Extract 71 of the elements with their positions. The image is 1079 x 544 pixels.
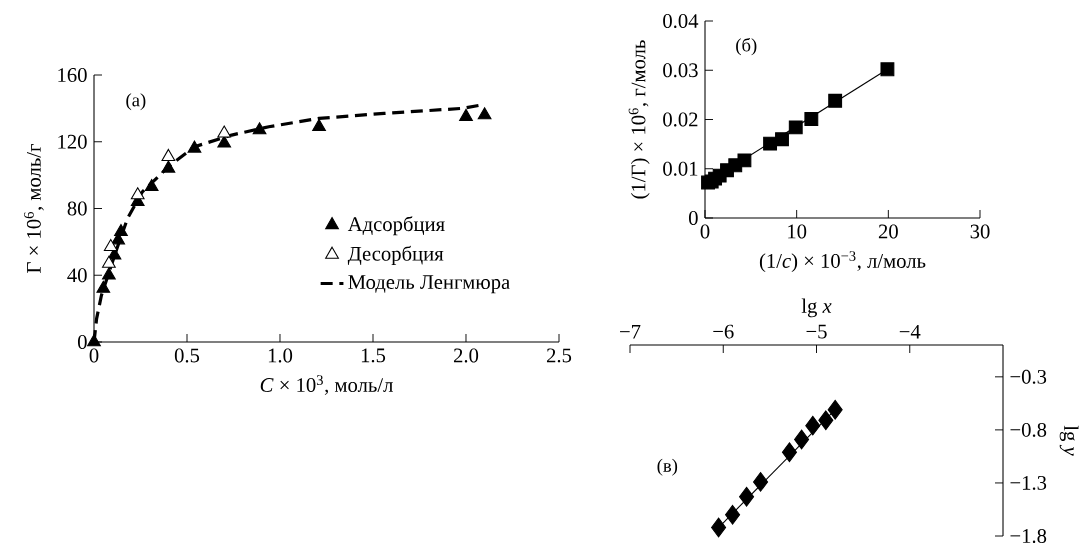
- point: [96, 280, 111, 293]
- x-tick-label: 1.5: [361, 348, 386, 363]
- x-tick-label: 30: [970, 224, 990, 239]
- x-tick-label: 1.0: [268, 348, 293, 363]
- x-tick-label: 2.5: [546, 348, 572, 363]
- y-tick-label: −0.3: [1010, 369, 1047, 384]
- point: [781, 442, 797, 463]
- x-axis-title: C × 10$^{3}$, моль/л: [260, 375, 393, 395]
- x-tick-label: 20: [878, 224, 898, 239]
- y-axis-title: Γ × 10$^{6}$, моль/г: [24, 144, 44, 273]
- x-tick-label: −5: [806, 324, 827, 339]
- x-axis-title: lg x: [801, 298, 832, 318]
- legend-label: Адсорбция: [347, 216, 445, 236]
- point: [312, 118, 326, 131]
- y-tick-label: 0.04: [663, 13, 699, 29]
- annotation: (б): [736, 37, 757, 56]
- y-axis-title: (1/Γ) × 10$^{6}$, г/моль: [628, 40, 650, 199]
- point: [187, 140, 202, 153]
- x-tick-label: −4: [899, 324, 921, 339]
- y-tick-label: −0.8: [1010, 422, 1047, 437]
- legend-label: Модель Ленгмюра: [348, 275, 510, 294]
- point: [144, 178, 159, 192]
- point: [161, 160, 176, 173]
- point: [725, 504, 741, 525]
- y-tick-label: 160: [58, 68, 87, 82]
- x-tick-label: −7: [620, 324, 641, 339]
- y-tick-label: 0.01: [663, 161, 698, 176]
- point: [217, 125, 232, 138]
- point: [217, 135, 232, 148]
- x-tick-label: 10: [788, 224, 807, 239]
- y-tick-label: 0: [77, 335, 87, 349]
- y-tick-label: 80: [67, 201, 87, 216]
- x-tick-label: 0.5: [174, 348, 200, 363]
- point: [101, 255, 116, 268]
- y-tick-label: 0: [688, 211, 698, 225]
- x-tick-label: −6: [713, 324, 734, 339]
- annotation: (в): [657, 458, 678, 476]
- y-axis-title: lg y: [1059, 425, 1079, 456]
- point: [753, 472, 769, 492]
- x-tick-label: 0: [89, 348, 99, 363]
- point: [794, 429, 810, 450]
- point: [818, 410, 834, 431]
- point: [827, 399, 843, 420]
- point: [737, 153, 752, 168]
- legend-label: Десорбция: [347, 245, 444, 265]
- y-tick-label: 0.03: [663, 63, 698, 78]
- y-tick-label: 120: [58, 134, 87, 149]
- x-tick-label: 0: [700, 224, 710, 239]
- x-tick-label: 2.0: [453, 348, 479, 363]
- point: [739, 486, 755, 507]
- point: [252, 122, 267, 135]
- point: [775, 132, 789, 147]
- point: [161, 148, 176, 161]
- point: [804, 112, 819, 126]
- point: [130, 187, 145, 200]
- y-tick-label: 40: [67, 268, 87, 283]
- y-tick-label: 0.02: [663, 112, 698, 127]
- x-axis-title: (1/c) × 10$^{−3}$, л/моль: [759, 251, 926, 273]
- point: [788, 120, 803, 135]
- point: [805, 415, 821, 436]
- point: [87, 334, 101, 347]
- annotation: (а): [126, 93, 146, 111]
- y-tick-label: −1.8: [1010, 528, 1047, 544]
- point: [828, 93, 843, 108]
- point: [880, 62, 895, 77]
- y-tick-label: −1.3: [1010, 475, 1047, 490]
- point: [101, 267, 116, 280]
- point: [103, 239, 118, 252]
- point: [114, 223, 128, 237]
- point: [477, 107, 492, 120]
- point: [459, 108, 473, 121]
